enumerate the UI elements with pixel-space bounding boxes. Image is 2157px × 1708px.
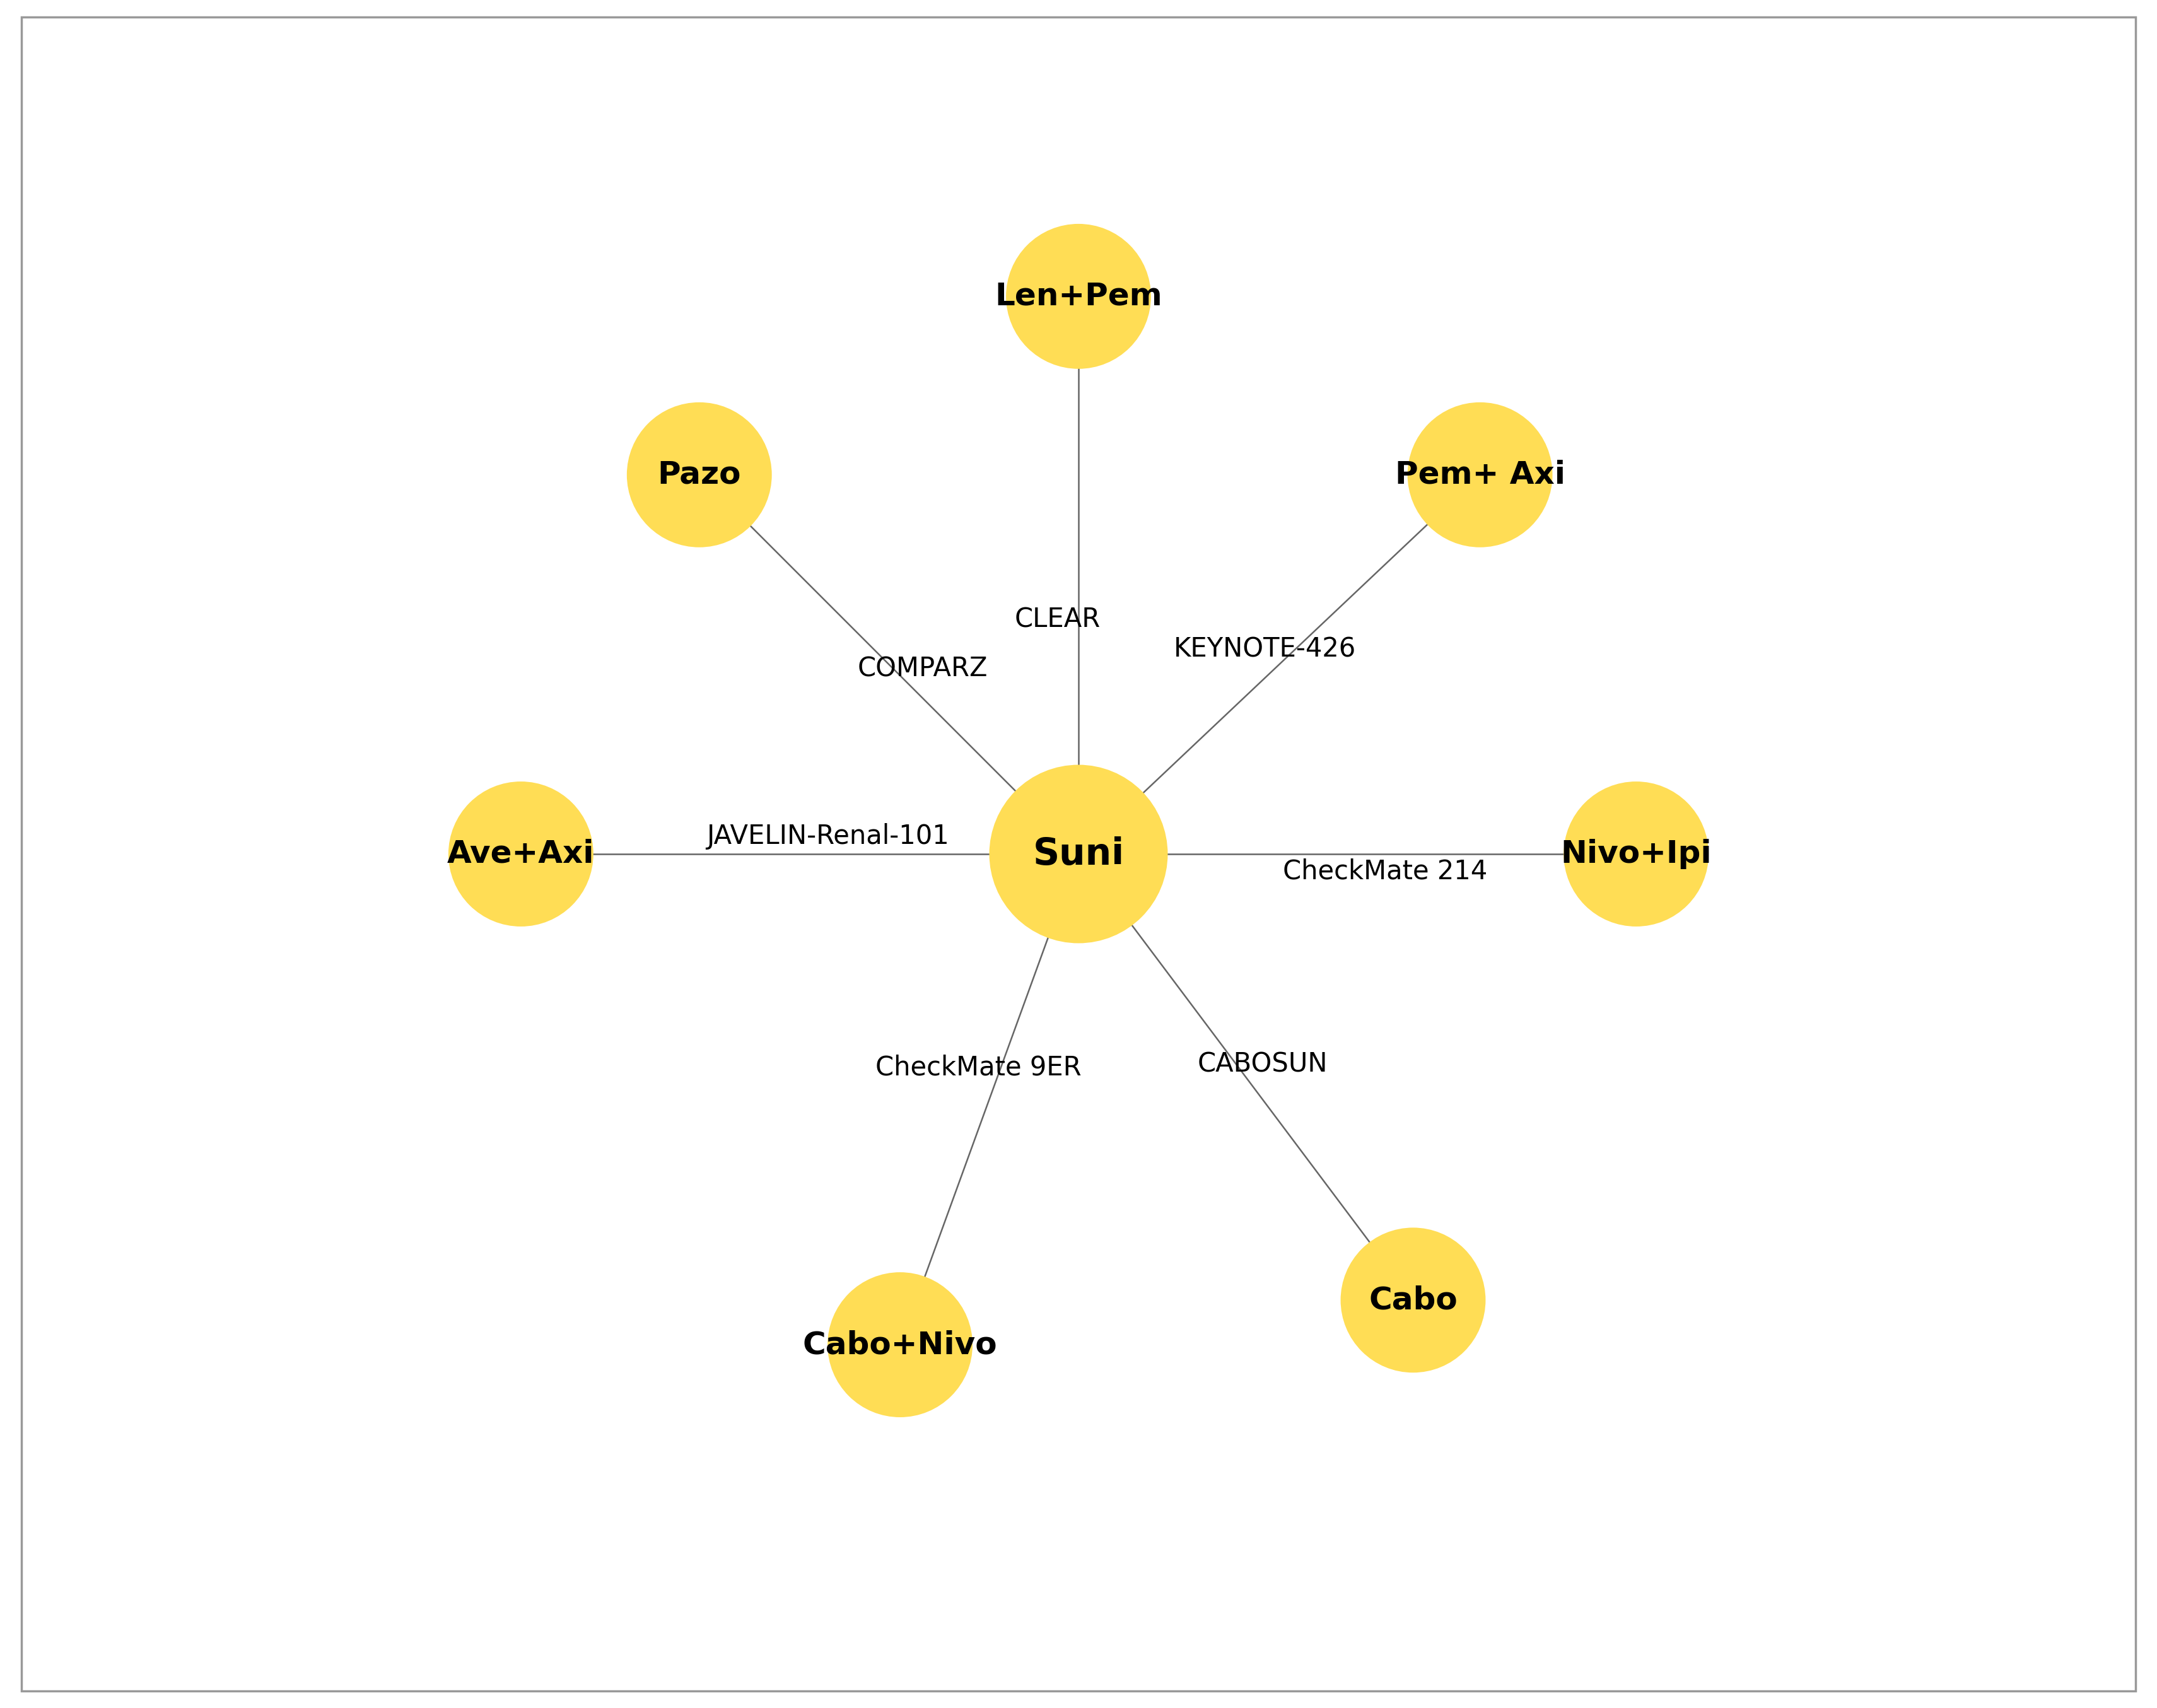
- Text: COMPARZ: COMPARZ: [858, 656, 988, 681]
- Text: Nivo+Ipi: Nivo+Ipi: [1560, 839, 1713, 869]
- Circle shape: [1342, 1228, 1486, 1373]
- Text: Suni: Suni: [1033, 835, 1124, 873]
- Text: Pazo: Pazo: [658, 459, 742, 490]
- Text: CheckMate 9ER: CheckMate 9ER: [876, 1054, 1081, 1081]
- Text: JAVELIN-Renal-101: JAVELIN-Renal-101: [705, 823, 949, 851]
- Circle shape: [1409, 403, 1553, 547]
- Circle shape: [990, 765, 1167, 943]
- Text: Ave+Axi: Ave+Axi: [446, 839, 595, 869]
- Text: KEYNOTE-426: KEYNOTE-426: [1173, 635, 1357, 663]
- Text: CheckMate 214: CheckMate 214: [1283, 857, 1488, 885]
- Text: Pem+ Axi: Pem+ Axi: [1396, 459, 1566, 490]
- Text: Cabo: Cabo: [1370, 1284, 1458, 1315]
- Text: CLEAR: CLEAR: [1014, 606, 1100, 634]
- Circle shape: [628, 403, 772, 547]
- Circle shape: [1564, 782, 1708, 926]
- Circle shape: [1005, 224, 1152, 369]
- Text: Cabo+Nivo: Cabo+Nivo: [802, 1329, 997, 1360]
- Circle shape: [449, 782, 593, 926]
- Circle shape: [828, 1272, 973, 1418]
- Text: Len+Pem: Len+Pem: [994, 282, 1163, 311]
- Text: CABOSUN: CABOSUN: [1197, 1050, 1329, 1078]
